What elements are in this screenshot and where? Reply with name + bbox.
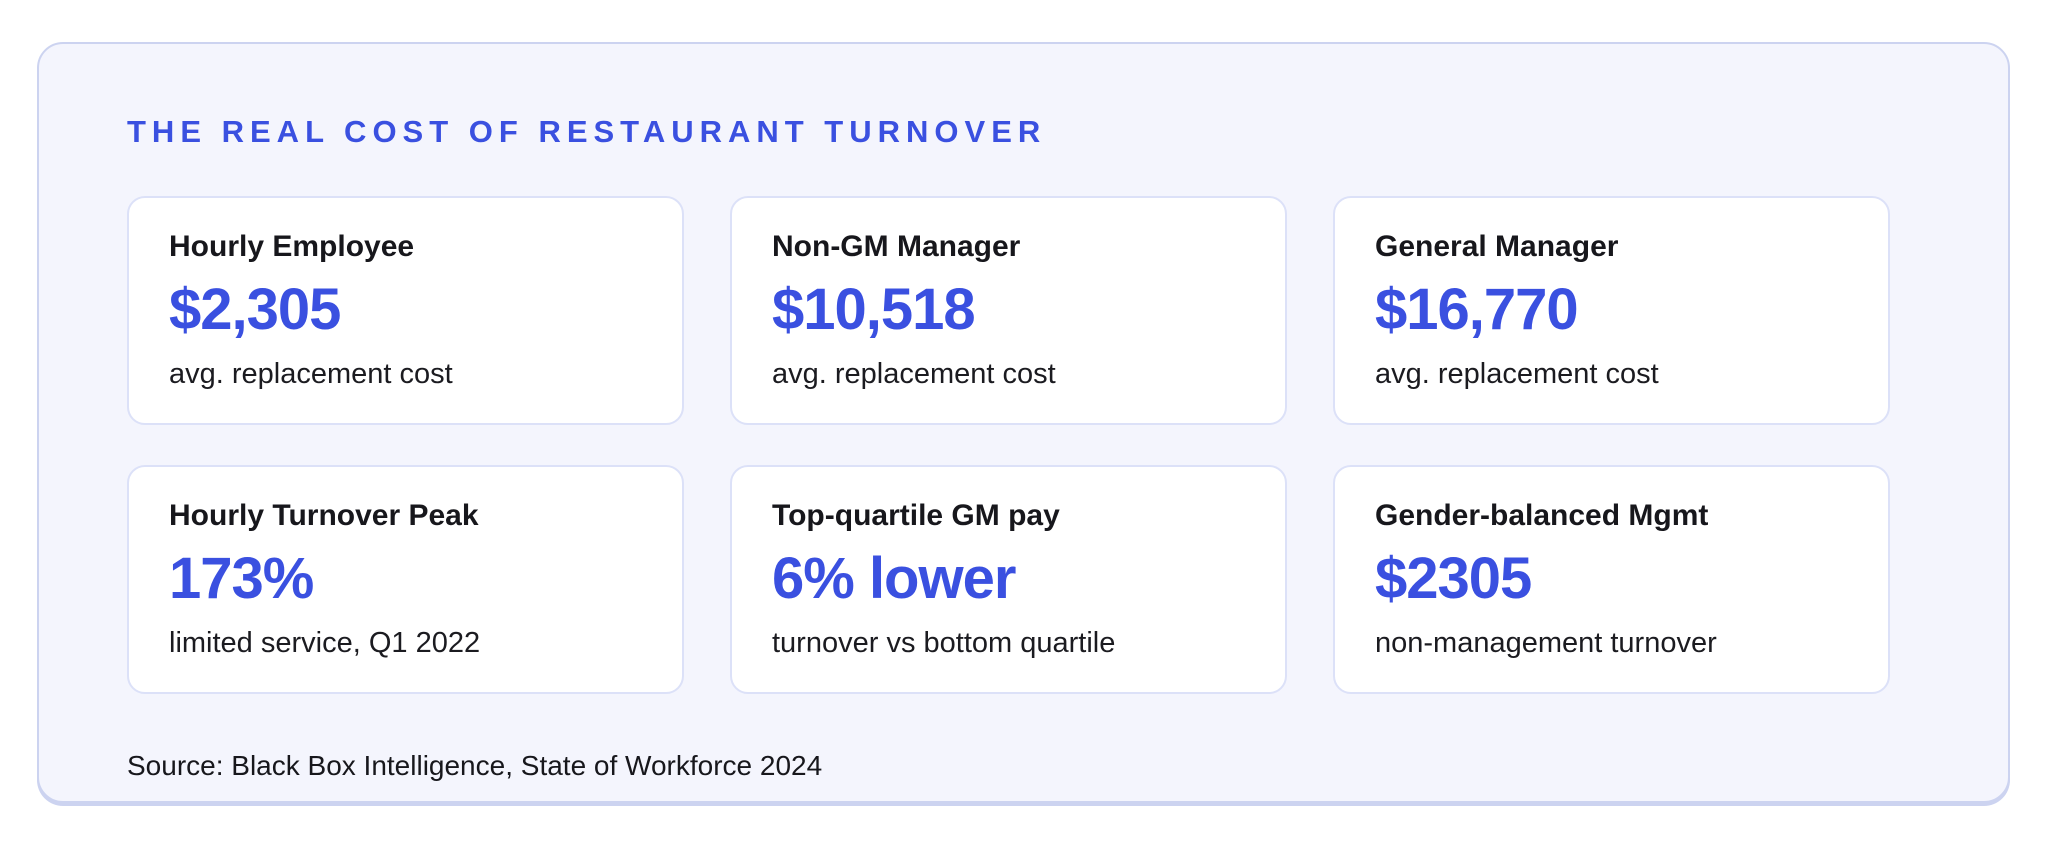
stat-caption: avg. replacement cost <box>1375 357 1659 390</box>
stat-label: Top-quartile GM pay <box>772 498 1060 532</box>
stat-caption: non-management turnover <box>1375 626 1717 659</box>
stat-value: $16,770 <box>1375 276 1579 342</box>
stat-caption: avg. replacement cost <box>169 357 453 390</box>
stat-value: $2,305 <box>169 276 341 342</box>
stat-caption: turnover vs bottom quartile <box>772 626 1116 659</box>
stat-card-hourly-turnover-peak: Hourly Turnover Peak 173% limited servic… <box>127 464 684 694</box>
stat-value: $10,518 <box>772 276 976 342</box>
stats-grid: Hourly Employee $2,305 avg. replacement … <box>127 195 1920 694</box>
stat-caption: avg. replacement cost <box>772 357 1056 390</box>
stat-card-general-manager: General Manager $16,770 avg. replacement… <box>1333 195 1890 425</box>
stat-card-non-gm-manager: Non-GM Manager $10,518 avg. replacement … <box>730 195 1287 425</box>
infographic-title: THE REAL COST OF RESTAURANT TURNOVER <box>127 114 1047 149</box>
stat-label: Hourly Turnover Peak <box>169 498 479 532</box>
stat-label: Non-GM Manager <box>772 229 1021 263</box>
stat-value: 6% lower <box>772 545 1016 611</box>
infographic-panel: THE REAL COST OF RESTAURANT TURNOVER Hou… <box>37 42 2010 803</box>
stat-card-gender-balanced-mgmt: Gender-balanced Mgmt $2305 non-managemen… <box>1333 464 1890 694</box>
stat-card-top-quartile-gm-pay: Top-quartile GM pay 6% lower turnover vs… <box>730 464 1287 694</box>
source-note: Source: Black Box Intelligence, State of… <box>127 749 823 781</box>
stat-caption: limited service, Q1 2022 <box>169 626 481 659</box>
stat-value: 173% <box>169 545 314 611</box>
stat-value: $2305 <box>1375 545 1532 611</box>
stat-label: General Manager <box>1375 229 1619 263</box>
stat-label: Gender-balanced Mgmt <box>1375 498 1709 532</box>
stat-label: Hourly Employee <box>169 229 415 263</box>
stat-card-hourly-employee: Hourly Employee $2,305 avg. replacement … <box>127 195 684 425</box>
